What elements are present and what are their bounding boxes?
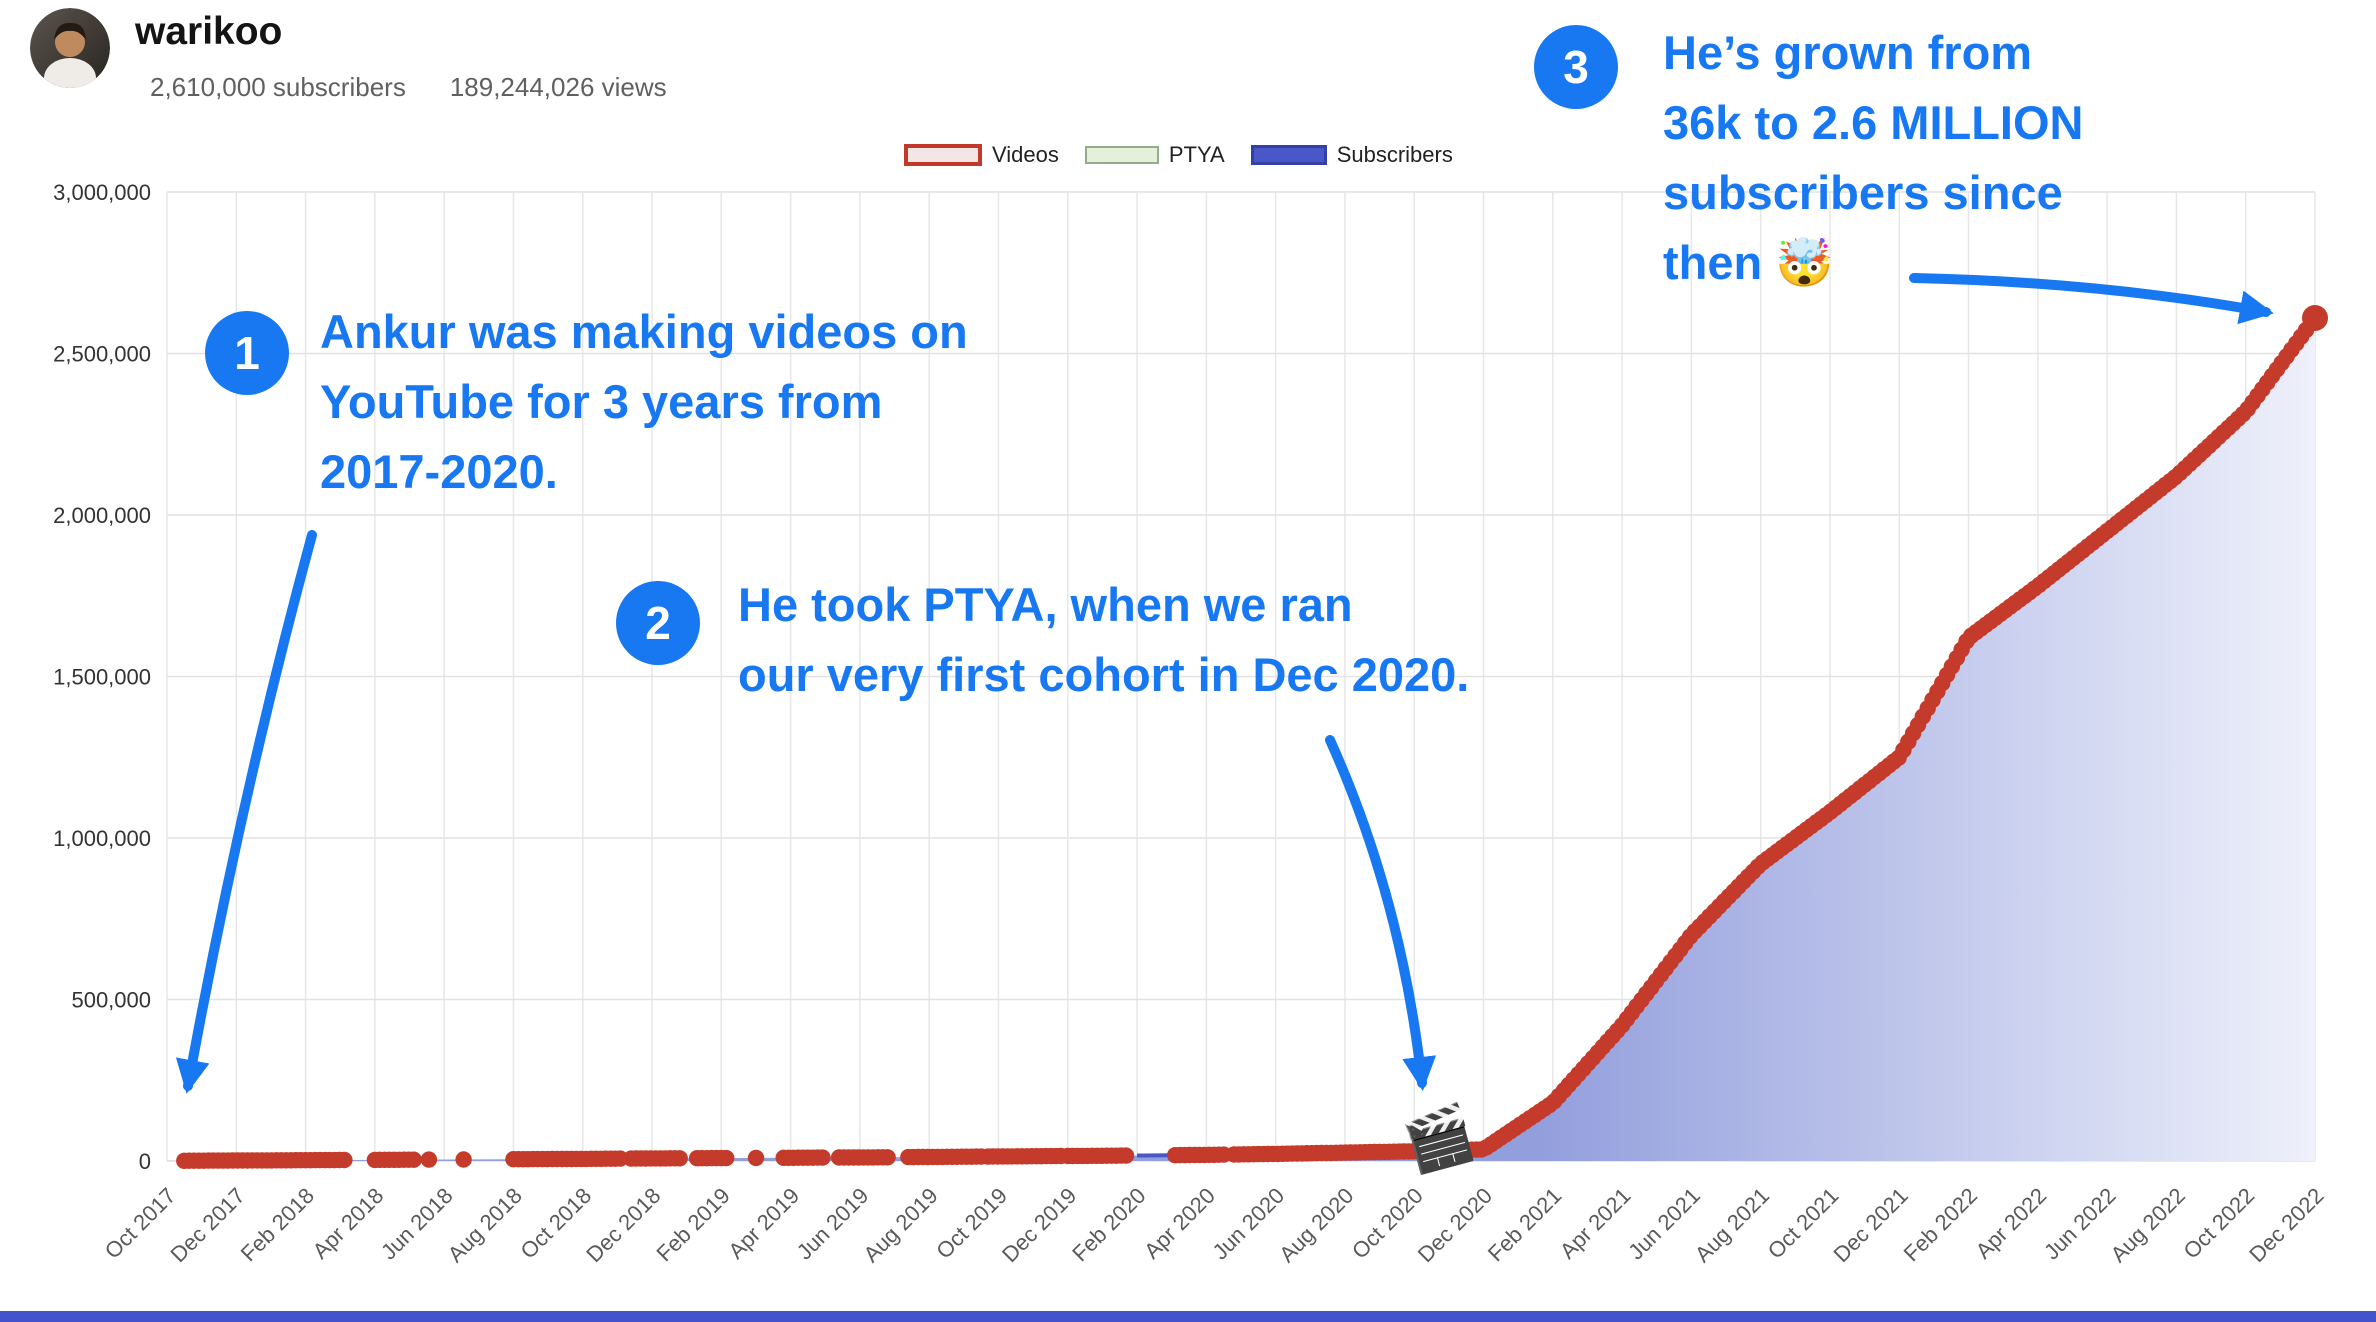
x-tick-label: Feb 2020 <box>1067 1183 1150 1266</box>
x-tick-label: Dec 2019 <box>997 1183 1081 1267</box>
videos-swatch <box>904 144 982 166</box>
video-markers <box>176 315 2319 1170</box>
footer-bar <box>0 1311 2376 1322</box>
annotation-1-text: Ankur was making videos on YouTube for 3… <box>320 297 968 507</box>
x-tick-label: Feb 2022 <box>1899 1183 1982 1266</box>
x-tick-label: Dec 2020 <box>1413 1183 1497 1267</box>
subscriber-count: 2,610,000 subscribers <box>150 72 406 102</box>
annotation-3-number: 3 <box>1563 41 1589 93</box>
x-tick-label: Dec 2022 <box>2244 1183 2328 1267</box>
y-tick-label: 1,000,000 <box>53 826 151 851</box>
annotation-line: our very first cohort in Dec 2020. <box>738 648 1470 701</box>
annotation-3-badge: 3 <box>1534 25 1618 109</box>
subscribers-area <box>167 317 2315 1162</box>
x-tick-label: Apr 2020 <box>1139 1183 1220 1264</box>
x-tick-label: Dec 2021 <box>1829 1183 1913 1267</box>
annotation-line: 2017-2020. <box>320 445 558 498</box>
annotation-line: He took PTYA, when we ran <box>738 578 1353 631</box>
y-axis-labels: 0 500,000 1,000,000 1,500,000 2,000,000 2,500… <box>53 180 151 1174</box>
x-tick-label: Aug 2020 <box>1274 1183 1358 1267</box>
annotation-2-number: 2 <box>645 597 671 649</box>
y-tick-label: 0 <box>139 1149 151 1174</box>
x-tick-label: Feb 2019 <box>651 1183 734 1266</box>
y-tick-label: 500,000 <box>71 988 151 1013</box>
x-tick-label: Apr 2019 <box>723 1183 804 1264</box>
annotation-line: then 🤯 <box>1663 236 1834 289</box>
subscribers-swatch <box>1250 145 1327 165</box>
annotation-line: 36k to 2.6 MILLION <box>1663 96 2084 149</box>
annotation-3-text: He’s grown from 36k to 2.6 MILLION subsc… <box>1663 18 2083 298</box>
x-tick-label: Apr 2018 <box>308 1183 389 1264</box>
legend-item-ptya[interactable]: PTYA <box>1084 142 1225 168</box>
legend-item-subscribers[interactable]: Subscribers <box>1250 142 1453 168</box>
x-tick-label: Feb 2021 <box>1483 1183 1566 1266</box>
annotation-2-text: He took PTYA, when we ran our very first… <box>738 570 1469 710</box>
x-tick-label: Apr 2022 <box>1971 1183 2052 1264</box>
x-tick-label: Aug 2019 <box>858 1183 942 1267</box>
y-tick-label: 3,000,000 <box>53 180 151 205</box>
y-tick-label: 2,500,000 <box>53 342 151 367</box>
annotation-1-number: 1 <box>234 327 260 379</box>
x-tick-label: Apr 2021 <box>1555 1183 1636 1264</box>
x-tick-label: Dec 2017 <box>166 1183 250 1267</box>
y-tick-label: 2,000,000 <box>53 503 151 528</box>
ptya-swatch <box>1084 146 1159 164</box>
annotation-line: subscribers since <box>1663 166 2063 219</box>
legend-label: Videos <box>992 142 1059 167</box>
channel-stats: 2,610,000 subscribers 189,244,026 views <box>150 72 667 103</box>
view-count: 189,244,026 views <box>449 72 667 102</box>
x-tick-label: Feb 2018 <box>236 1183 319 1266</box>
y-tick-label: 1,500,000 <box>53 665 151 690</box>
annotation-1-badge: 1 <box>205 311 289 395</box>
legend-label: PTYA <box>1168 142 1225 167</box>
avatar-image <box>30 8 110 88</box>
annotation-line: He’s grown from <box>1663 26 2033 79</box>
annotation-line: Ankur was making videos on <box>320 305 968 358</box>
legend-label: Subscribers <box>1336 142 1453 167</box>
annotation-2-badge: 2 <box>616 581 700 665</box>
x-tick-label: Aug 2018 <box>443 1183 527 1267</box>
x-tick-label: Dec 2018 <box>581 1183 665 1267</box>
annotation-line: YouTube for 3 years from <box>320 375 883 428</box>
legend-item-videos[interactable]: Videos <box>904 142 1059 168</box>
chart-legend: Videos PTYA Subscribers <box>904 142 1453 168</box>
x-tick-label: Aug 2021 <box>1690 1183 1774 1267</box>
channel-name: warikoo <box>135 10 283 53</box>
final-subscriber-point <box>2302 304 2328 331</box>
x-tick-label: Aug 2022 <box>2106 1183 2190 1267</box>
channel-avatar <box>30 8 110 88</box>
